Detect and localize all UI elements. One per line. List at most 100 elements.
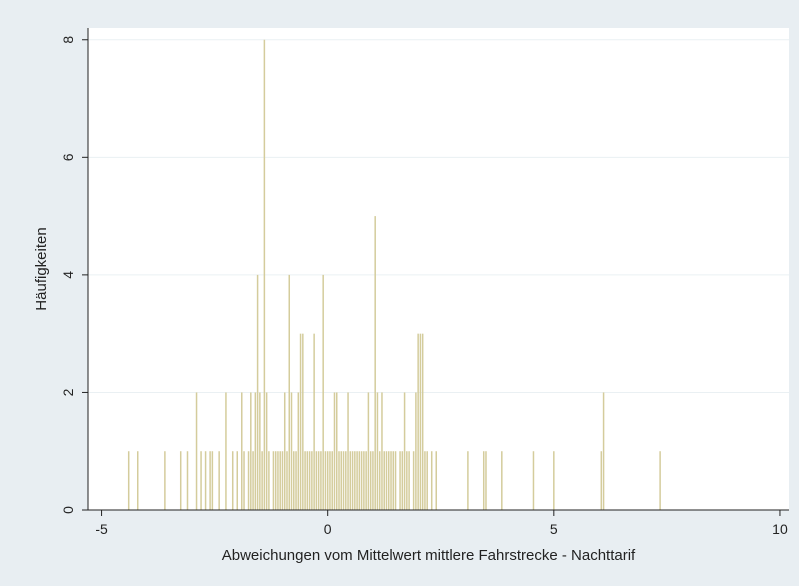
bar — [390, 451, 392, 510]
bar — [426, 451, 428, 510]
bar — [345, 451, 347, 510]
bar — [399, 451, 401, 510]
y-tick-labels: 0 2 4 6 8 — [60, 36, 76, 514]
bar — [286, 451, 288, 510]
bar — [430, 451, 433, 510]
bar — [335, 392, 338, 510]
bar — [311, 451, 313, 510]
bar — [127, 451, 130, 510]
bar — [424, 451, 426, 510]
bar — [360, 451, 363, 510]
bar — [392, 451, 395, 510]
bar — [363, 451, 365, 510]
bar — [485, 451, 487, 510]
bar — [304, 451, 306, 510]
bar — [186, 451, 189, 510]
bar — [358, 451, 361, 510]
bar — [243, 451, 245, 510]
bar — [306, 451, 309, 510]
bar — [435, 451, 437, 510]
bar — [342, 451, 345, 510]
bar — [351, 451, 354, 510]
bar — [354, 451, 356, 510]
bar — [333, 392, 336, 510]
bar — [340, 451, 343, 510]
bar — [326, 451, 329, 510]
bar — [381, 392, 383, 510]
bar — [295, 451, 297, 510]
bar — [388, 451, 390, 510]
bar — [367, 392, 370, 510]
bar — [315, 451, 318, 510]
y-tick-label: 2 — [60, 388, 76, 396]
bar — [394, 451, 397, 510]
bar — [553, 451, 555, 510]
bar — [338, 451, 340, 510]
bar — [532, 451, 535, 510]
bar — [195, 392, 198, 510]
y-tick-label: 8 — [60, 36, 76, 44]
gridlines — [88, 39, 789, 393]
bar — [600, 451, 603, 510]
bar — [209, 451, 211, 510]
bar — [349, 451, 352, 510]
x-tick-label: -5 — [95, 521, 108, 537]
bar — [320, 451, 322, 510]
bar — [401, 451, 404, 510]
bar — [403, 392, 406, 510]
y-axis-title: Häufigkeiten — [33, 227, 50, 310]
bar — [231, 451, 234, 510]
bar — [467, 451, 469, 510]
bar — [356, 451, 358, 510]
bar — [602, 392, 605, 510]
bar — [659, 451, 661, 510]
bar — [200, 451, 202, 510]
bars — [127, 39, 661, 510]
y-tick-label: 6 — [60, 153, 76, 161]
bar — [329, 451, 331, 510]
bar — [281, 451, 284, 510]
bar — [279, 451, 281, 510]
y-tick-label: 4 — [60, 271, 76, 279]
plot-area — [88, 28, 789, 510]
bar — [263, 39, 266, 510]
bar — [482, 451, 485, 510]
bar — [369, 451, 372, 510]
bar — [297, 392, 300, 510]
x-tick-label: 5 — [550, 521, 558, 537]
bar — [374, 216, 376, 510]
bar — [317, 451, 320, 510]
bar — [218, 451, 220, 510]
bar — [290, 392, 293, 510]
bar — [225, 392, 227, 510]
y-tick-label: 0 — [60, 506, 76, 514]
bar — [376, 392, 379, 510]
bar — [302, 333, 304, 510]
bar — [406, 451, 408, 510]
bar — [313, 333, 315, 510]
bar — [241, 392, 243, 510]
bar — [272, 451, 275, 510]
x-tick-label: 0 — [324, 521, 332, 537]
bar — [308, 451, 311, 510]
bar — [204, 451, 207, 510]
bar — [274, 451, 277, 510]
bar — [259, 392, 261, 510]
x-tick-label: 10 — [772, 521, 788, 537]
bar — [408, 451, 410, 510]
bar — [211, 451, 214, 510]
bar — [417, 333, 419, 510]
bar — [265, 392, 268, 510]
bar — [372, 451, 374, 510]
bar — [501, 451, 503, 510]
bar — [322, 274, 324, 510]
axes — [82, 28, 789, 516]
bar — [385, 451, 388, 510]
bar — [421, 333, 424, 510]
bar — [164, 451, 166, 510]
bar — [254, 392, 257, 510]
bar — [250, 392, 252, 510]
bar — [261, 451, 263, 510]
bar — [179, 451, 182, 510]
